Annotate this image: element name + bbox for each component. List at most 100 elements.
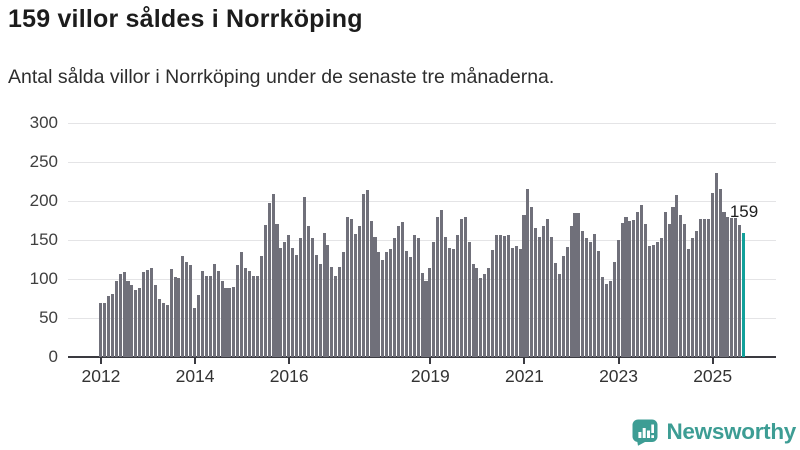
bar (510, 247, 514, 357)
x-axis-tick (711, 358, 714, 364)
bar (149, 268, 154, 357)
gridline (68, 240, 776, 241)
bar (361, 193, 365, 357)
bar (726, 216, 730, 357)
x-axis-tick (99, 358, 102, 364)
bar (126, 281, 130, 357)
bar (134, 289, 138, 357)
bar (596, 250, 601, 357)
bar (259, 255, 263, 357)
bar (483, 273, 487, 357)
bar (295, 254, 299, 357)
bar (263, 225, 267, 357)
bar (106, 296, 110, 357)
bar (447, 247, 452, 357)
bar (110, 293, 114, 357)
x-axis-tick (288, 358, 291, 364)
bar (444, 236, 448, 357)
bar (153, 285, 157, 357)
newsworthy-logo[interactable]: Newsworthy (631, 418, 796, 446)
bar (208, 275, 212, 357)
bar (667, 223, 671, 357)
bar (189, 264, 193, 357)
bar (283, 242, 287, 357)
y-axis-tick-label: 0 (48, 347, 58, 366)
bar (593, 233, 597, 357)
bar (506, 234, 510, 357)
bar (291, 247, 295, 357)
bar (530, 207, 534, 357)
bar (334, 275, 338, 357)
bar (479, 278, 483, 357)
bar (177, 278, 181, 357)
bar (620, 222, 624, 357)
bar (644, 223, 648, 357)
bar (200, 271, 204, 357)
bar (738, 225, 742, 357)
bar (573, 212, 577, 357)
y-axis-tick-label: 250 (29, 152, 58, 171)
bar (146, 270, 150, 357)
bar (651, 244, 655, 357)
bar (706, 218, 710, 357)
bar (385, 251, 389, 357)
bar (502, 236, 506, 357)
bar (412, 235, 416, 357)
bar (624, 217, 628, 357)
bar (451, 248, 455, 357)
bar (381, 260, 385, 357)
x-axis-tick (429, 358, 432, 364)
newsworthy-icon (632, 419, 658, 446)
bar (244, 268, 248, 357)
bar (306, 225, 310, 357)
bar (224, 288, 228, 357)
bar (220, 281, 224, 357)
bar (369, 221, 373, 357)
bar (240, 251, 244, 357)
bar (526, 188, 530, 357)
bar (695, 231, 699, 357)
bar (702, 218, 706, 357)
x-axis-line (68, 356, 776, 358)
x-axis-tick (617, 358, 620, 364)
bar (204, 275, 208, 357)
bar (683, 223, 687, 357)
chart-subtitle: Antal sålda villor i Norrköping under de… (8, 66, 555, 88)
bar (600, 276, 604, 357)
bar (212, 264, 216, 357)
bar (491, 250, 495, 357)
bar (561, 255, 565, 357)
bar (734, 218, 738, 357)
bar (495, 235, 499, 357)
bar (455, 234, 459, 357)
bar (373, 236, 377, 357)
bar (659, 238, 663, 357)
bar (553, 263, 557, 357)
bar (636, 211, 640, 357)
page-title: 159 villor såldes i Norrköping (8, 5, 363, 33)
bar (193, 307, 197, 357)
bar (698, 218, 702, 357)
bar (279, 247, 283, 357)
bar (518, 248, 522, 357)
bar (632, 219, 636, 357)
bar (236, 264, 240, 357)
bar (400, 222, 404, 357)
bar (169, 268, 173, 357)
bar (420, 272, 424, 357)
bar (377, 252, 381, 357)
x-axis-tick-label: 2021 (504, 366, 544, 386)
x-axis-tick (523, 358, 526, 364)
bar (114, 281, 118, 357)
bar (165, 304, 169, 357)
bar (271, 193, 275, 357)
bar (389, 248, 393, 357)
bar (722, 211, 726, 357)
bar (255, 275, 259, 357)
bar (487, 268, 491, 357)
bar (538, 236, 542, 357)
bar (730, 218, 734, 357)
bar (346, 216, 350, 357)
bar (585, 238, 589, 357)
bar (522, 215, 526, 357)
